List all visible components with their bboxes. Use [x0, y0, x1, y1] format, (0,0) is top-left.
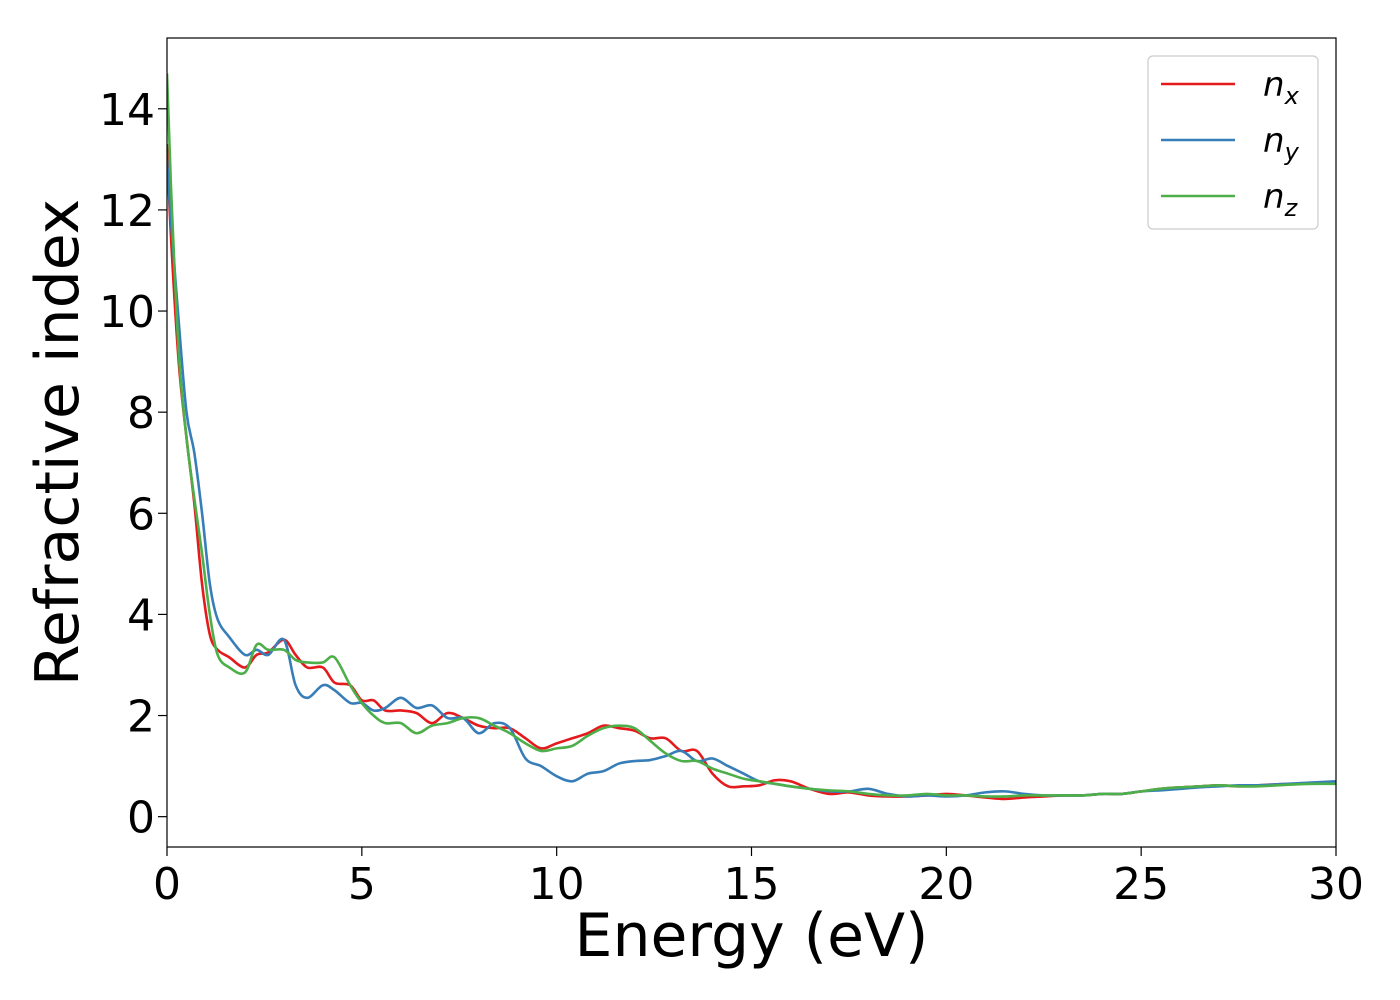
y-axis-ticks: 0 2 4 6 8 10 12 14	[99, 85, 167, 844]
series-layer	[167, 73, 1336, 801]
x-tick-label: 15	[724, 859, 780, 910]
legend-label-ny: ny	[1263, 121, 1300, 166]
y-tick-label: 6	[127, 489, 155, 540]
series-line-ny	[167, 159, 1336, 798]
legend-box	[1147, 55, 1319, 230]
y-tick-label: 2	[127, 692, 155, 743]
y-tick-label: 10	[99, 287, 155, 338]
y-tick-label: 4	[127, 590, 155, 641]
x-tick-label: 20	[918, 859, 974, 910]
x-tick-label: 10	[529, 859, 585, 910]
y-axis-label: Refractive index	[23, 199, 93, 686]
x-tick-label: 30	[1308, 859, 1364, 910]
x-axis-ticks: 0 5 10 15 20 25 30	[153, 847, 1364, 910]
series-line-nx	[167, 144, 1336, 801]
x-tick-label: 0	[153, 859, 181, 910]
y-tick-label: 12	[99, 186, 155, 237]
y-tick-label: 0	[127, 793, 155, 844]
x-tick-label: 5	[348, 859, 376, 910]
legend-label-nz: nz	[1263, 177, 1299, 222]
series-line-nz	[167, 73, 1336, 798]
legend: nx ny nz	[1147, 55, 1319, 230]
y-tick-label: 8	[127, 388, 155, 439]
y-tick-label: 14	[99, 85, 155, 136]
legend-label-nx: nx	[1263, 65, 1300, 110]
x-axis-label: Energy (eV)	[575, 901, 929, 971]
x-tick-label: 25	[1113, 859, 1169, 910]
